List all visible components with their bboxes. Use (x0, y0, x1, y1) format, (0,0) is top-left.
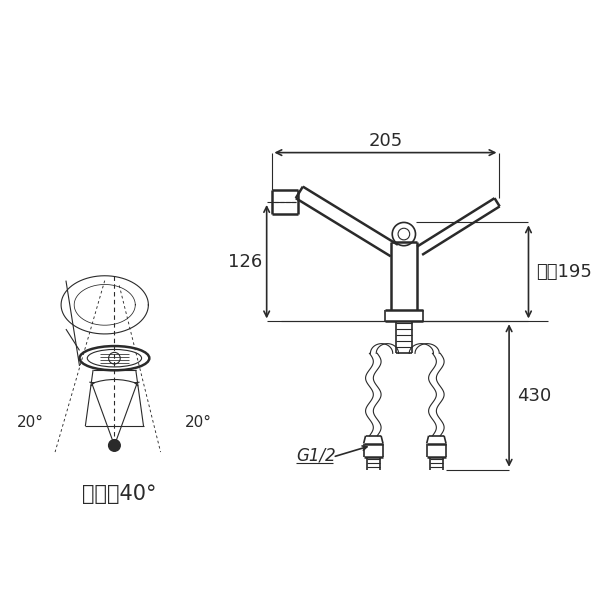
Text: 20°: 20° (17, 415, 44, 430)
Text: 20°: 20° (185, 415, 212, 430)
Text: 首振り40°: 首振り40° (82, 484, 157, 504)
Text: 126: 126 (227, 253, 262, 271)
Circle shape (109, 440, 120, 451)
Text: 205: 205 (368, 132, 403, 150)
Text: G1/2: G1/2 (296, 446, 335, 464)
Text: 430: 430 (517, 386, 551, 404)
Text: 最大195: 最大195 (536, 263, 592, 281)
